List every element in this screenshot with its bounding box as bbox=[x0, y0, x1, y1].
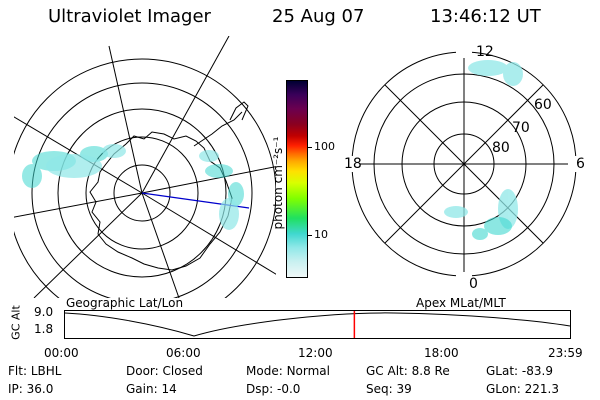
timeline-x-tick: 06:00 bbox=[166, 346, 201, 360]
mlat-label: 80 bbox=[492, 140, 510, 156]
colorbar-tick-100 bbox=[307, 147, 312, 148]
altitude-timeline bbox=[64, 310, 571, 339]
colorbar-tick-10 bbox=[307, 235, 312, 236]
colorbar-unit-label: photon cm⁻²s⁻¹ bbox=[271, 136, 285, 230]
mlt-label-right: 6 bbox=[576, 156, 585, 172]
mlt-label-left: 18 bbox=[344, 156, 362, 172]
status-dsp: Dsp: -0.0 bbox=[246, 382, 301, 396]
timeline-x-tick: 18:00 bbox=[424, 346, 459, 360]
status-gain: Gain: 14 bbox=[126, 382, 177, 396]
mlat-label: 70 bbox=[512, 120, 530, 136]
colorbar-tick-label: 100 bbox=[314, 140, 335, 153]
mlt-label-bottom: 0 bbox=[469, 276, 478, 292]
status-seq: Seq: 39 bbox=[366, 382, 412, 396]
magnetic-map-label: Apex MLat/MLT bbox=[416, 296, 506, 310]
date-label: 25 Aug 07 bbox=[272, 6, 365, 27]
timeline-x-tick: 12:00 bbox=[298, 346, 333, 360]
mlat-label: 60 bbox=[534, 97, 552, 113]
timeline-y-axis-label: GC Alt bbox=[9, 305, 23, 340]
colorbar-tick-label: 10 bbox=[314, 228, 328, 241]
timeline-y-tick: 9.0 bbox=[34, 305, 54, 319]
time-label: 13:46:12 UT bbox=[430, 6, 541, 27]
magnetic-polar-map bbox=[340, 44, 584, 288]
timeline-x-tick: 00:00 bbox=[44, 346, 79, 360]
status-glon: GLon: 221.3 bbox=[486, 382, 559, 396]
status-filter: Flt: LBHL bbox=[8, 364, 62, 378]
status-door: Door: Closed bbox=[126, 364, 203, 378]
geographic-map bbox=[14, 36, 276, 298]
timeline-y-tick: 1.8 bbox=[34, 322, 54, 336]
geographic-map-label: Geographic Lat/Lon bbox=[66, 296, 184, 310]
instrument-title: Ultraviolet Imager bbox=[48, 6, 211, 27]
mlt-label-top: 12 bbox=[476, 44, 494, 60]
status-glat: GLat: -83.9 bbox=[486, 364, 553, 378]
colorbar bbox=[286, 80, 308, 278]
status-mode: Mode: Normal bbox=[246, 364, 330, 378]
status-gc-alt: GC Alt: 8.8 Re bbox=[366, 364, 450, 378]
status-ip: IP: 36.0 bbox=[8, 382, 54, 396]
timeline-x-tick: 23:59 bbox=[548, 346, 583, 360]
